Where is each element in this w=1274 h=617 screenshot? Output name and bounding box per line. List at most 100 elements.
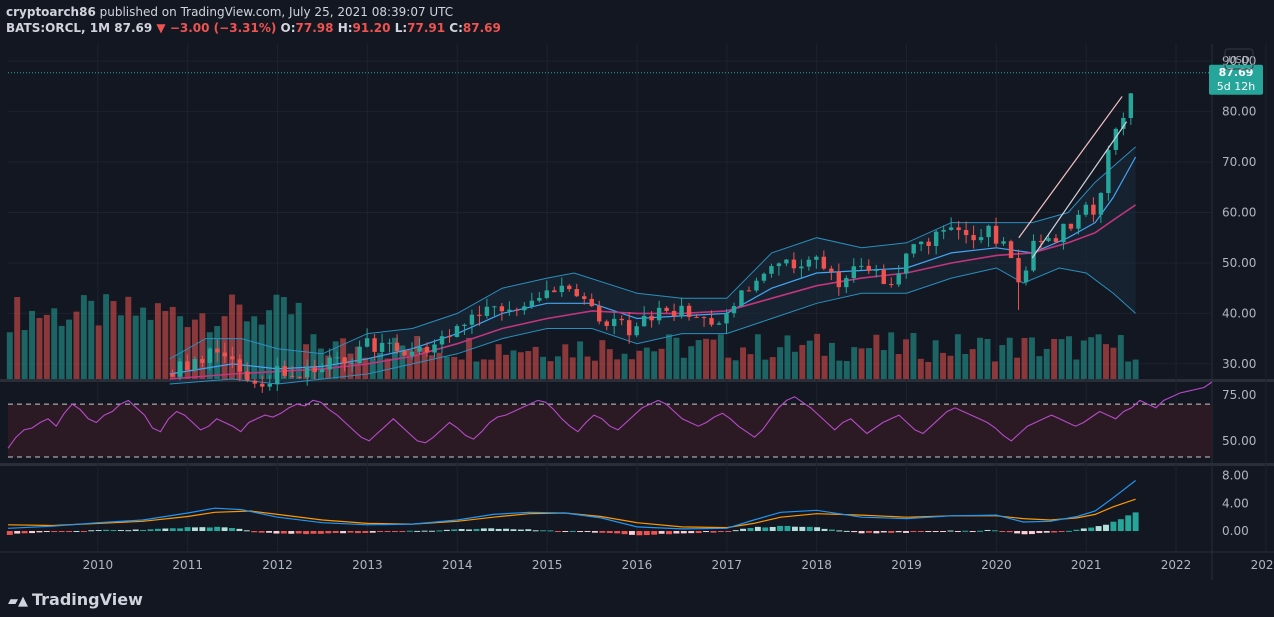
candle-body <box>806 259 812 267</box>
macd-histogram-bar <box>658 531 665 534</box>
candle-body <box>402 350 407 356</box>
volume-bar <box>984 338 991 379</box>
candle-body <box>686 305 692 317</box>
volume-bar <box>791 351 798 379</box>
y-tick-label: 40.00 <box>1222 306 1256 320</box>
macd-histogram-bar <box>599 531 606 533</box>
candle-body <box>799 266 804 269</box>
volume-bar <box>177 316 184 379</box>
candle-body <box>245 371 250 381</box>
candle-body <box>185 361 190 370</box>
volume-bar <box>836 360 843 379</box>
volume-bar <box>606 349 613 379</box>
candle-body <box>1023 270 1029 283</box>
volume-bar <box>192 319 198 379</box>
volume-bar <box>414 336 421 379</box>
macd-histogram-bar <box>236 528 243 532</box>
macd-histogram-bar <box>732 530 739 532</box>
candle-body <box>634 326 639 336</box>
macd-histogram-bar <box>406 530 413 532</box>
candle-body <box>192 359 198 370</box>
macd-histogram-bar <box>14 531 21 534</box>
macd-histogram-bar <box>888 531 895 533</box>
macd-histogram-bar <box>903 531 909 533</box>
candle-body <box>312 367 317 373</box>
volume-bar <box>629 359 635 379</box>
author-name[interactable]: cryptoarch86 <box>6 5 96 19</box>
x-tick-label: 2022 <box>1161 558 1192 572</box>
macd-histogram-bar <box>925 531 932 533</box>
macd-histogram-bar <box>525 529 532 532</box>
volume-bar <box>95 325 102 379</box>
y-tick-label: 0.00 <box>1222 524 1249 538</box>
macd-histogram-bar <box>769 526 776 532</box>
macd-histogram-bar <box>340 531 347 534</box>
candle-body <box>649 315 654 321</box>
volume-bar <box>369 358 376 379</box>
candle-body <box>297 376 302 378</box>
macd-histogram-bar <box>917 531 924 533</box>
macd-histogram-bar <box>717 531 724 533</box>
volume-bar <box>1073 359 1080 379</box>
candle-body <box>432 344 437 353</box>
macd-histogram-bar <box>110 530 117 532</box>
candle-body <box>222 352 228 357</box>
volume-bar <box>954 334 961 379</box>
volume-bar <box>717 334 724 379</box>
volume-bar <box>910 333 917 379</box>
volume-bar <box>88 300 95 379</box>
macd-histogram-bar <box>117 530 124 532</box>
macd-histogram-bar <box>288 531 295 534</box>
candle-body <box>290 375 295 377</box>
macd-histogram-bar <box>784 525 791 532</box>
macd-histogram-bar <box>280 531 287 534</box>
volume-bar <box>769 357 776 379</box>
volume-bar <box>36 317 43 379</box>
volume-bar <box>651 351 658 379</box>
volume-bar <box>599 340 606 379</box>
macd-histogram-bar <box>740 528 747 532</box>
macd-histogram-bar <box>436 530 443 532</box>
currency-label: USD <box>1228 55 1250 66</box>
candle-body <box>611 318 617 326</box>
candle-body <box>170 373 175 377</box>
candle-body <box>859 265 864 267</box>
macd-histogram-bar <box>1036 531 1043 534</box>
volume-bar <box>843 361 850 379</box>
volume-bar <box>1036 356 1043 379</box>
macd-histogram-bar <box>36 531 43 533</box>
macd-histogram-bar <box>710 531 717 533</box>
candle-body <box>904 253 909 274</box>
y-tick-label: 4.00 <box>1222 496 1249 510</box>
volume-bar <box>451 356 458 379</box>
candle-body <box>844 278 849 288</box>
macd-histogram-bar <box>184 527 191 532</box>
macd-histogram-bar <box>384 531 391 533</box>
macd-histogram-bar <box>806 526 813 532</box>
candle-body <box>364 338 370 347</box>
candle-body <box>319 369 325 373</box>
macd-histogram-bar <box>21 531 28 534</box>
volume-bar <box>851 347 858 379</box>
candle-body <box>739 290 744 307</box>
chart-header: cryptoarch86 published on TradingView.co… <box>6 4 501 36</box>
macd-histogram-bar <box>66 531 73 533</box>
candle-body <box>1076 214 1081 229</box>
tradingview-logo: ▰▲ TradingView <box>8 590 143 609</box>
macd-histogram-bar <box>354 531 361 534</box>
candle-body <box>978 237 984 241</box>
candle-body <box>252 380 257 384</box>
candle-body <box>896 273 901 285</box>
candle-body <box>731 306 737 314</box>
macd-histogram-bar <box>399 531 406 533</box>
volume-bar <box>43 314 50 379</box>
candle-body <box>776 263 782 267</box>
candle-body <box>267 383 272 387</box>
macd-histogram-bar <box>1066 530 1072 532</box>
candle-body <box>589 298 594 307</box>
macd-histogram-bar <box>88 530 95 532</box>
macd-histogram-bar <box>243 530 250 532</box>
candle-body <box>492 306 497 308</box>
bollinger-upper-line <box>169 146 1136 360</box>
